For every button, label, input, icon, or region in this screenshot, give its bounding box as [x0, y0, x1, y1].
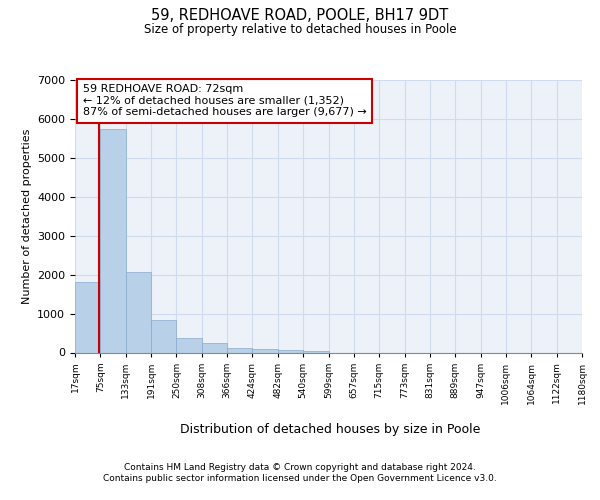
Bar	[100, 128, 126, 352]
Bar	[227, 348, 253, 352]
Bar	[75, 282, 100, 352]
Y-axis label: Number of detached properties: Number of detached properties	[22, 128, 32, 304]
Text: 59, REDHOAVE ROAD, POOLE, BH17 9DT: 59, REDHOAVE ROAD, POOLE, BH17 9DT	[151, 8, 449, 22]
Bar	[151, 320, 176, 352]
Bar	[202, 343, 227, 352]
Text: Contains public sector information licensed under the Open Government Licence v3: Contains public sector information licen…	[103, 474, 497, 483]
Text: Size of property relative to detached houses in Poole: Size of property relative to detached ho…	[143, 22, 457, 36]
Bar	[278, 350, 303, 352]
Text: 59 REDHOAVE ROAD: 72sqm
← 12% of detached houses are smaller (1,352)
87% of semi: 59 REDHOAVE ROAD: 72sqm ← 12% of detache…	[83, 84, 367, 117]
Text: Contains HM Land Registry data © Crown copyright and database right 2024.: Contains HM Land Registry data © Crown c…	[124, 462, 476, 471]
Bar	[253, 350, 278, 352]
Bar	[126, 272, 151, 352]
Bar	[176, 338, 202, 352]
Text: Distribution of detached houses by size in Poole: Distribution of detached houses by size …	[180, 422, 480, 436]
